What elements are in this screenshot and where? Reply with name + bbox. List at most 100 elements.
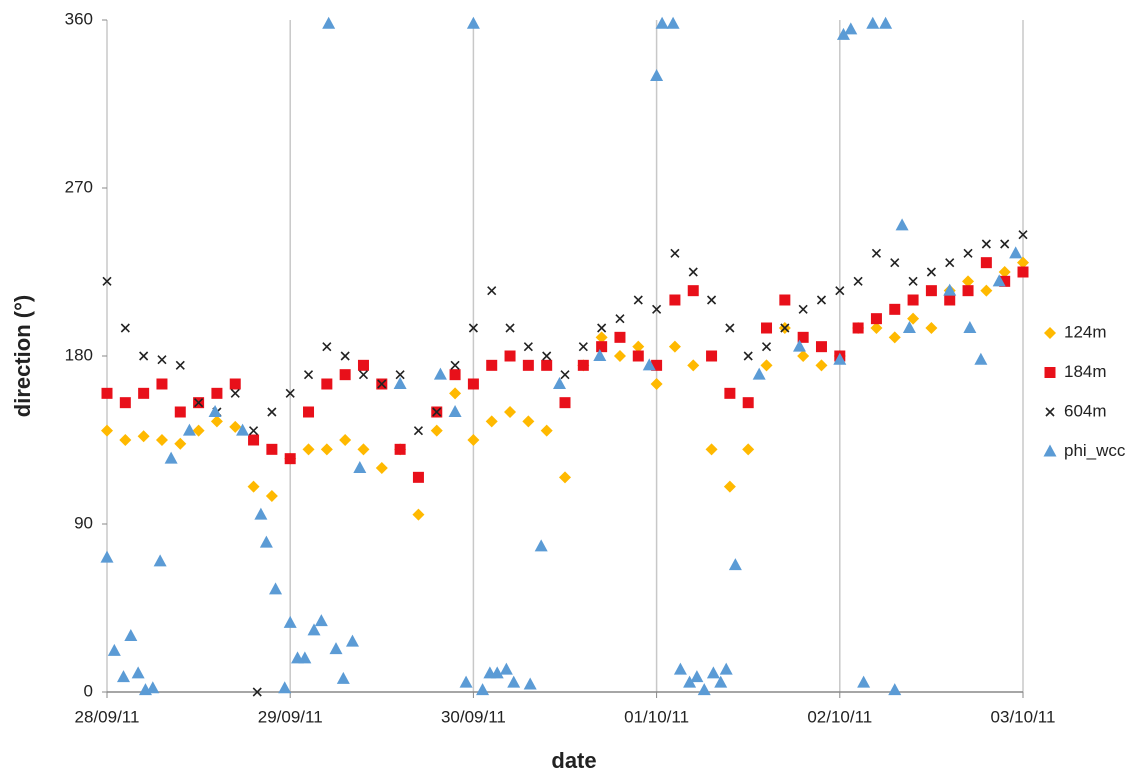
point	[890, 258, 900, 268]
point	[432, 407, 442, 417]
point	[120, 323, 130, 333]
point	[650, 378, 663, 390]
point	[1018, 230, 1028, 240]
point	[974, 352, 988, 365]
point	[298, 651, 312, 664]
point	[522, 359, 534, 371]
point	[836, 27, 850, 40]
point	[542, 351, 552, 361]
point	[320, 443, 333, 456]
point	[194, 398, 204, 408]
point	[252, 687, 262, 697]
point	[485, 415, 498, 428]
point	[157, 355, 167, 365]
y-tick-label: 0	[84, 681, 93, 700]
point	[743, 351, 753, 361]
point	[153, 554, 167, 567]
point	[779, 294, 791, 306]
point	[719, 662, 733, 675]
point	[100, 550, 114, 563]
point	[577, 359, 589, 371]
legend-label: 124m	[1064, 322, 1107, 341]
point	[139, 351, 149, 361]
point	[652, 304, 662, 314]
point	[853, 276, 863, 286]
point	[174, 437, 187, 450]
point	[945, 258, 955, 268]
point	[357, 359, 369, 371]
point	[670, 248, 680, 258]
point	[307, 623, 321, 636]
point	[944, 294, 956, 306]
point	[155, 434, 168, 446]
point	[1017, 266, 1029, 278]
point	[797, 350, 810, 362]
point	[340, 351, 350, 361]
point	[124, 629, 138, 641]
point	[137, 430, 150, 443]
point	[833, 352, 847, 365]
point	[614, 331, 626, 343]
point	[211, 387, 223, 399]
point	[540, 424, 553, 437]
point	[792, 339, 806, 352]
point	[395, 370, 405, 380]
point	[175, 360, 185, 370]
point	[889, 303, 901, 315]
point	[560, 370, 570, 380]
legend-marker	[1043, 444, 1057, 457]
point	[322, 16, 336, 29]
point	[174, 406, 186, 418]
point	[101, 424, 113, 437]
point	[998, 266, 1011, 278]
point	[119, 397, 131, 409]
point	[650, 69, 664, 81]
point	[499, 662, 513, 675]
legend-marker	[1044, 367, 1056, 378]
point	[267, 407, 277, 417]
point	[394, 443, 406, 455]
x-tick-label: 30/09/11	[441, 707, 506, 726]
point	[412, 471, 424, 483]
y-tick-label: 180	[65, 345, 93, 364]
point	[486, 359, 498, 371]
x-tick-label: 28/09/11	[75, 707, 140, 726]
point	[314, 614, 328, 627]
point	[523, 342, 533, 352]
point	[490, 666, 504, 679]
point	[192, 424, 205, 437]
point	[230, 388, 240, 398]
point	[632, 340, 645, 353]
point	[642, 358, 656, 371]
point	[229, 378, 241, 390]
point	[723, 480, 736, 493]
point	[742, 397, 754, 409]
point	[468, 323, 478, 333]
point	[963, 248, 973, 258]
point	[247, 480, 260, 493]
point	[358, 370, 369, 380]
point	[815, 341, 827, 353]
point	[375, 462, 388, 474]
y-tick-label: 360	[65, 9, 93, 28]
point	[466, 16, 480, 29]
point	[164, 451, 178, 464]
point	[797, 331, 809, 343]
point	[688, 267, 698, 277]
point	[926, 267, 936, 277]
point	[866, 16, 880, 29]
point	[266, 443, 278, 455]
point	[505, 323, 515, 333]
point	[578, 342, 588, 352]
point	[907, 294, 919, 306]
legend-label: phi_wcc	[1064, 441, 1126, 460]
point	[182, 423, 196, 436]
point	[615, 314, 625, 324]
point	[908, 276, 918, 286]
point	[559, 397, 571, 409]
point	[687, 359, 700, 372]
point	[339, 434, 352, 446]
point	[102, 276, 112, 286]
point	[999, 275, 1011, 287]
point	[706, 666, 720, 679]
